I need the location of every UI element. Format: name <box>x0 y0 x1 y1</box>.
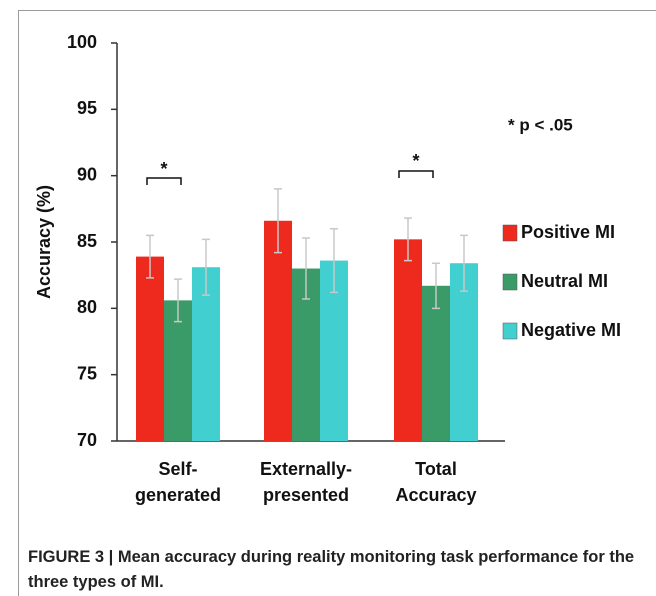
bar <box>192 267 220 441</box>
frame <box>18 10 656 596</box>
error-bar <box>330 227 338 294</box>
legend-label: Neutral MI <box>521 271 608 291</box>
annotation: * <box>412 151 419 171</box>
error-bar <box>274 188 282 254</box>
x-tick-label: Self- generated <box>134 459 222 505</box>
error-bar <box>404 217 412 262</box>
error-bar <box>146 234 154 279</box>
legend-swatch <box>502 322 518 340</box>
legend-swatch <box>502 273 518 291</box>
significance-bracket <box>398 170 434 178</box>
y-tick-label: 95 <box>77 98 97 118</box>
bar <box>164 300 192 441</box>
error-bar <box>432 262 440 310</box>
caption: FIGURE 3 | Mean accuracy during reality … <box>28 548 635 591</box>
annotation: * p < .05 <box>508 115 573 134</box>
error-bar <box>174 278 182 323</box>
bar <box>394 239 422 441</box>
y-axis-label: Accuracy (%) <box>34 185 54 299</box>
y-tick-label: 70 <box>77 430 97 450</box>
bar <box>422 285 450 441</box>
bar <box>136 256 164 441</box>
legend-label: Negative MI <box>521 320 621 340</box>
y-tick-label: 80 <box>77 297 97 317</box>
bar <box>264 220 292 441</box>
significance-bracket <box>146 177 182 185</box>
error-bar <box>302 237 310 300</box>
legend-label: Positive MI <box>521 222 615 242</box>
error-bar <box>202 238 210 296</box>
x-tick-label: Externally- presented <box>259 459 353 505</box>
y-tick-label: 100 <box>67 32 97 52</box>
y-tick-label: 85 <box>77 231 97 251</box>
x-tick-label: Total Accuracy <box>395 459 477 505</box>
annotation: * <box>160 159 167 179</box>
error-bar <box>460 234 468 292</box>
legend-swatch <box>502 224 518 242</box>
y-tick-label: 90 <box>77 164 97 184</box>
bar <box>450 263 478 441</box>
y-tick-label: 75 <box>77 363 97 383</box>
